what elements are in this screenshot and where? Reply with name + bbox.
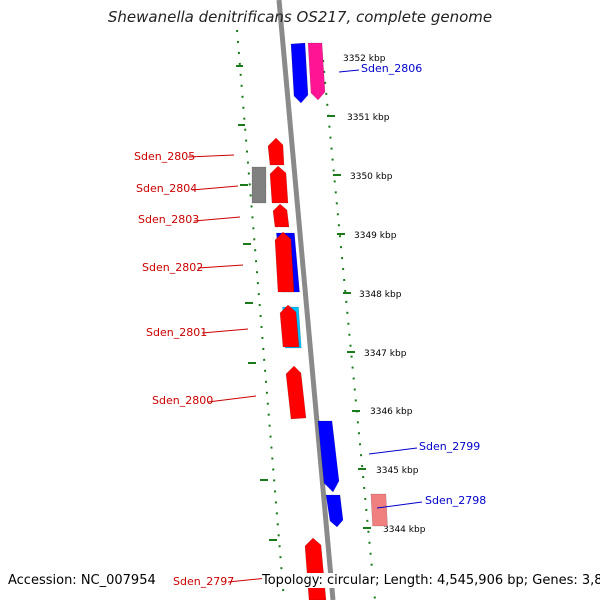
scale-labels: 3352 kbp 3351 kbp 3350 kbp 3349 kbp 3348… [343, 54, 426, 535]
gene-label-sden-2797[interactable]: Sden_2797 [173, 575, 234, 588]
gene-features [251, 42, 388, 601]
scale-label-3345: 3345 kbp [376, 466, 419, 476]
gene-label-sden-2805[interactable]: Sden_2805 [134, 150, 195, 163]
gene-feature-sden-2799[interactable] [317, 420, 340, 493]
genome-summary-text: Topology: circular; Length: 4,545,906 bp… [262, 573, 600, 588]
gene-label-sden-2804[interactable]: Sden_2804 [136, 182, 197, 195]
gene-feature-sden-2804[interactable] [269, 165, 289, 204]
scale-label-3348: 3348 kbp [359, 290, 402, 300]
gene-feature-sden-2805[interactable] [267, 137, 285, 166]
gene-label-sden-2800[interactable]: Sden_2800 [152, 394, 213, 407]
gene-labels: Sden_2805 Sden_2804 Sden_2803 Sden_2802 … [134, 62, 486, 588]
scale-label-3351: 3351 kbp [347, 113, 390, 123]
gene-feature-sden-2802[interactable] [274, 231, 295, 293]
gene-feature-sden-2803[interactable] [272, 203, 290, 228]
right-tick-track [322, 59, 376, 601]
gene-feature-sden-2800[interactable] [285, 365, 307, 420]
gene-label-sden-2803[interactable]: Sden_2803 [138, 213, 199, 226]
scale-label-3344: 3344 kbp [383, 525, 426, 535]
gene-feature-sden-2798-blue[interactable] [325, 494, 344, 528]
map-title: Shewanella denitrificans OS217, complete… [107, 8, 493, 26]
left-tick-track [236, 29, 285, 601]
gene-feature-sden-2801[interactable] [279, 304, 300, 348]
gene-feature-sden-2804-gray[interactable] [251, 166, 267, 204]
left-scale-ticks [236, 65, 277, 541]
scale-label-3347: 3347 kbp [364, 349, 407, 359]
gene-label-sden-2806[interactable]: Sden_2806 [361, 62, 422, 75]
scale-label-3346: 3346 kbp [370, 407, 413, 417]
gene-label-sden-2798[interactable]: Sden_2798 [425, 494, 486, 507]
scale-label-3349: 3349 kbp [354, 231, 397, 241]
label-leaders [187, 69, 423, 583]
gene-feature-sden-2797[interactable] [304, 537, 327, 601]
gene-label-sden-2799[interactable]: Sden_2799 [419, 440, 480, 453]
gene-feature-sden-2806-pink[interactable] [307, 42, 326, 101]
scale-label-3352: 3352 kbp [343, 54, 386, 64]
gene-label-sden-2801[interactable]: Sden_2801 [146, 326, 207, 339]
genome-backbone [276, 0, 336, 601]
gene-label-sden-2802[interactable]: Sden_2802 [142, 261, 203, 274]
scale-label-3350: 3350 kbp [350, 172, 393, 182]
right-scale-ticks [327, 115, 371, 529]
accession-text: Accession: NC_007954 [8, 573, 156, 588]
gene-feature-sden-2798-salmon[interactable] [370, 493, 388, 527]
gene-feature-sden-2806-blue[interactable] [290, 42, 309, 104]
